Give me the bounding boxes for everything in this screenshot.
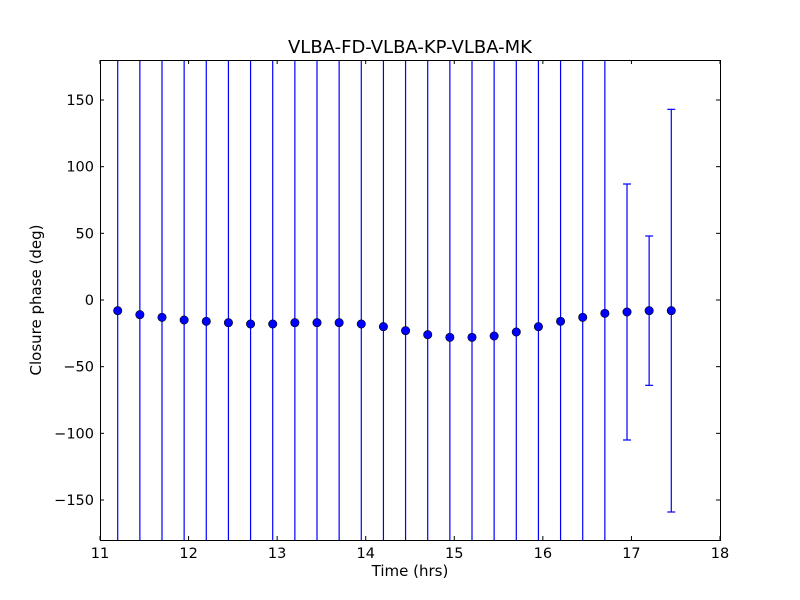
data-point [135, 310, 145, 320]
data-point [356, 319, 366, 329]
data-point [445, 332, 455, 342]
x-tick-label: 16 [534, 546, 552, 562]
data-point [334, 318, 344, 328]
data-point [113, 306, 123, 316]
x-tick-label: 13 [268, 546, 286, 562]
data-point [578, 312, 588, 322]
data-point [533, 322, 543, 332]
y-tick-label: −50 [63, 360, 94, 376]
y-tick-label: 150 [66, 93, 94, 109]
x-tick-label: 15 [445, 546, 463, 562]
data-point [201, 316, 211, 326]
data-point [290, 318, 300, 328]
axis-ticks: 11 12 13 14 15 16 17 18 −150 −100 −50 0 50 100 150 [54, 60, 729, 562]
x-tick-label: 17 [622, 546, 640, 562]
x-tick-label: 18 [711, 546, 729, 562]
data-point [223, 318, 233, 328]
data-point [600, 308, 610, 318]
data-point [467, 332, 477, 342]
data-point [268, 319, 278, 329]
data-point [179, 315, 189, 325]
x-tick-label: 11 [91, 546, 109, 562]
data-point [157, 312, 167, 322]
x-axis-label: Time (hrs) [371, 562, 449, 580]
data-point [246, 319, 256, 329]
y-tick-label: −150 [54, 493, 94, 509]
data-point [556, 316, 566, 326]
data-point [423, 330, 433, 340]
y-tick-label: 50 [76, 226, 94, 242]
y-axis-label: Closure phase (deg) [27, 225, 45, 376]
data-point [489, 331, 499, 341]
data-point [511, 327, 521, 337]
data-point [312, 318, 322, 328]
y-tick-label: 100 [66, 160, 94, 176]
chart-title: VLBA-FD-VLBA-KP-VLBA-MK [288, 37, 533, 58]
y-tick-label: 0 [85, 293, 94, 309]
x-tick-label: 14 [356, 546, 374, 562]
data-point [401, 326, 411, 336]
data-point [378, 322, 388, 332]
data-point [622, 307, 632, 317]
y-tick-label: −100 [54, 426, 94, 442]
data-point [644, 306, 654, 316]
x-tick-label: 12 [179, 546, 197, 562]
plot-marks [113, 60, 676, 540]
data-point [666, 306, 676, 316]
